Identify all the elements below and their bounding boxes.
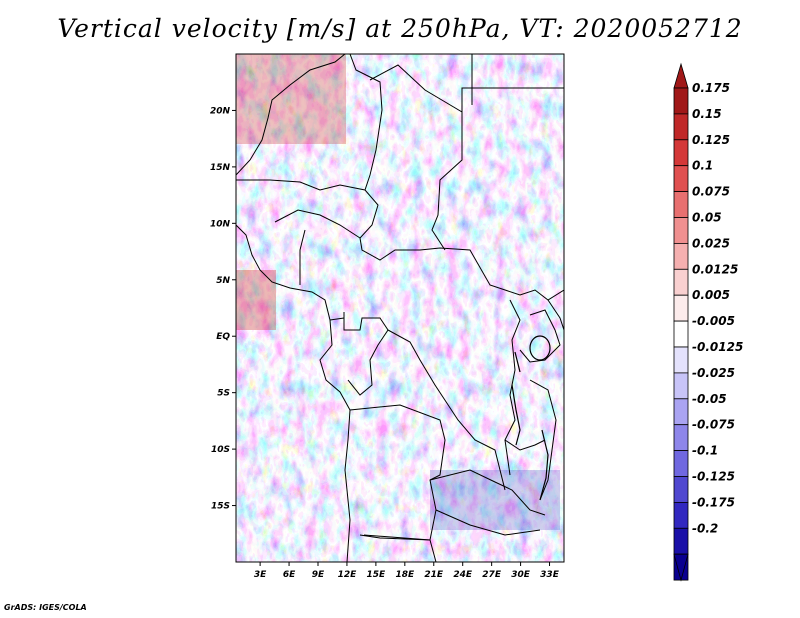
colorbar-level-label: 0.025 bbox=[692, 236, 730, 250]
plot-frame bbox=[235, 53, 565, 563]
lon-tick-label: 9E bbox=[312, 570, 325, 580]
lon-tick-label: 18E bbox=[395, 570, 415, 580]
lat-tick-label: 20N bbox=[210, 106, 231, 116]
colorbar-swatch bbox=[673, 294, 689, 322]
colorbar-bottom-arrow bbox=[673, 553, 689, 582]
map-title: Vertical velocity [m/s] at 250hPa, VT: 2… bbox=[57, 14, 743, 43]
colorbar-swatch bbox=[673, 165, 689, 192]
colorbar-level-label: 0.1 bbox=[692, 159, 713, 173]
colorbar-swatch bbox=[673, 139, 689, 167]
velocity-field bbox=[236, 54, 564, 562]
colorbar-level-label: -0.005 bbox=[692, 314, 735, 328]
colorbar-swatch bbox=[673, 346, 689, 374]
colorbar-swatch bbox=[673, 320, 689, 348]
longitude-axis: 3E 6E 9E 12E 15E 18E 21E 24E 27E 30E 33E bbox=[254, 562, 560, 580]
colorbar-swatch bbox=[673, 113, 689, 141]
colorbar-swatch bbox=[673, 87, 689, 115]
latitude-axis: 20N 15N 10N 5N EQ 5S 10S 15S bbox=[210, 106, 236, 512]
colorbar: 0.175 0.15 0.125 0.1 0.075 0.05 0.025 0.0125 0.0… bbox=[673, 62, 743, 582]
lon-tick-label: 15E bbox=[367, 570, 387, 580]
lat-tick-label: 15N bbox=[210, 163, 231, 173]
lat-tick-label: 10N bbox=[210, 219, 231, 229]
colorbar-swatch bbox=[673, 527, 689, 555]
colorbar-swatch bbox=[673, 372, 689, 400]
colorbar-level-label: -0.025 bbox=[692, 366, 735, 380]
country-borders bbox=[236, 54, 564, 562]
lon-tick-label: 27E bbox=[482, 570, 502, 580]
lon-tick-label: 24E bbox=[453, 570, 473, 580]
colorbar-level-label: 0.05 bbox=[692, 211, 722, 225]
lon-tick-label: 3E bbox=[254, 570, 267, 580]
colorbar-swatch bbox=[673, 268, 689, 296]
colorbar-swatch bbox=[673, 476, 689, 503]
lat-tick-label: 5N bbox=[216, 276, 230, 286]
lat-tick-label: 5S bbox=[217, 389, 230, 399]
colorbar-level-label: -0.05 bbox=[692, 392, 727, 406]
colorbar-swatch bbox=[673, 398, 689, 426]
lat-tick-label: 15S bbox=[211, 502, 230, 512]
lat-tick-label: EQ bbox=[216, 332, 230, 342]
colorbar-level-label: -0.1 bbox=[692, 444, 718, 458]
colorbar-level-label: 0.005 bbox=[692, 288, 730, 302]
colorbar-swatch bbox=[673, 242, 689, 270]
colorbar-swatch bbox=[673, 217, 689, 244]
colorbar-swatch bbox=[673, 191, 689, 218]
colorbar-level-label: 0.125 bbox=[692, 133, 730, 147]
lon-tick-label: 30E bbox=[511, 570, 531, 580]
lon-tick-label: 6E bbox=[283, 570, 296, 580]
colorbar-top-arrow bbox=[673, 62, 689, 89]
colorbar-level-label: -0.075 bbox=[692, 418, 735, 432]
colorbar-swatch bbox=[673, 501, 689, 529]
lon-tick-label: 12E bbox=[338, 570, 358, 580]
colorbar-swatch bbox=[673, 424, 689, 452]
colorbar-level-label: 0.175 bbox=[692, 81, 730, 95]
colorbar-level-label: -0.0125 bbox=[692, 340, 743, 354]
colorbar-level-label: 0.15 bbox=[692, 107, 722, 121]
colorbar-level-label: -0.2 bbox=[692, 521, 718, 535]
colorbar-swatch bbox=[673, 450, 689, 477]
colorbar-level-label: -0.175 bbox=[692, 495, 735, 509]
colorbar-level-label: 0.0125 bbox=[692, 262, 738, 276]
lon-tick-label: 33E bbox=[540, 570, 560, 580]
grads-credit: GrADS: IGES/COLA bbox=[4, 603, 87, 612]
colorbar-level-label: -0.125 bbox=[692, 470, 735, 484]
lat-tick-label: 10S bbox=[211, 445, 230, 455]
lake-outlines bbox=[511, 335, 551, 501]
colorbar-level-label: 0.075 bbox=[692, 185, 730, 199]
lon-tick-label: 21E bbox=[424, 570, 444, 580]
